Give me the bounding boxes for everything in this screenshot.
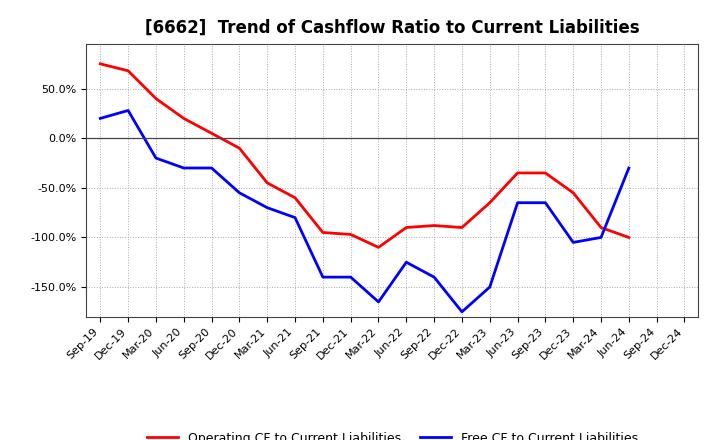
Operating CF to Current Liabilities [263,180,271,186]
Free CF to Current Liabilities [458,309,467,315]
Legend: Operating CF to Current Liabilities, Free CF to Current Liabilities: Operating CF to Current Liabilities, Fre… [142,427,643,440]
Free CF to Current Liabilities [597,235,606,240]
Line: Free CF to Current Liabilities: Free CF to Current Liabilities [100,110,629,312]
Operating CF to Current Liabilities [485,200,494,205]
Title: [6662]  Trend of Cashflow Ratio to Current Liabilities: [6662] Trend of Cashflow Ratio to Curren… [145,19,639,37]
Operating CF to Current Liabilities [179,116,188,121]
Operating CF to Current Liabilities [374,245,383,250]
Operating CF to Current Liabilities [541,170,550,176]
Free CF to Current Liabilities [291,215,300,220]
Operating CF to Current Liabilities [124,68,132,73]
Free CF to Current Liabilities [263,205,271,210]
Free CF to Current Liabilities [179,165,188,171]
Free CF to Current Liabilities [513,200,522,205]
Free CF to Current Liabilities [124,108,132,113]
Free CF to Current Liabilities [318,275,327,280]
Free CF to Current Liabilities [569,240,577,245]
Free CF to Current Liabilities [485,284,494,290]
Operating CF to Current Liabilities [207,131,216,136]
Operating CF to Current Liabilities [624,235,633,240]
Free CF to Current Liabilities [430,275,438,280]
Operating CF to Current Liabilities [513,170,522,176]
Free CF to Current Liabilities [402,260,410,265]
Operating CF to Current Liabilities [291,195,300,200]
Free CF to Current Liabilities [235,190,243,195]
Operating CF to Current Liabilities [458,225,467,230]
Free CF to Current Liabilities [346,275,355,280]
Operating CF to Current Liabilities [318,230,327,235]
Line: Operating CF to Current Liabilities: Operating CF to Current Liabilities [100,64,629,247]
Operating CF to Current Liabilities [152,96,161,101]
Operating CF to Current Liabilities [597,225,606,230]
Free CF to Current Liabilities [152,155,161,161]
Operating CF to Current Liabilities [235,146,243,151]
Free CF to Current Liabilities [374,299,383,304]
Free CF to Current Liabilities [624,165,633,171]
Free CF to Current Liabilities [541,200,550,205]
Operating CF to Current Liabilities [346,232,355,237]
Operating CF to Current Liabilities [430,223,438,228]
Operating CF to Current Liabilities [96,61,104,66]
Free CF to Current Liabilities [207,165,216,171]
Operating CF to Current Liabilities [569,190,577,195]
Operating CF to Current Liabilities [402,225,410,230]
Free CF to Current Liabilities [96,116,104,121]
